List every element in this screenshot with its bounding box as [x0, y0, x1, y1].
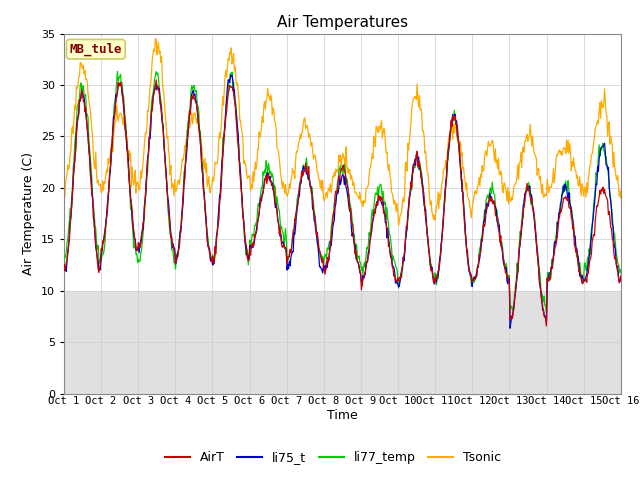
Title: Air Temperatures: Air Temperatures — [277, 15, 408, 30]
Text: MB_tule: MB_tule — [70, 43, 122, 56]
X-axis label: Time: Time — [327, 409, 358, 422]
Y-axis label: Air Temperature (C): Air Temperature (C) — [22, 152, 35, 275]
Legend: AirT, li75_t, li77_temp, Tsonic: AirT, li75_t, li77_temp, Tsonic — [159, 446, 506, 469]
Bar — [64, 291, 621, 394]
